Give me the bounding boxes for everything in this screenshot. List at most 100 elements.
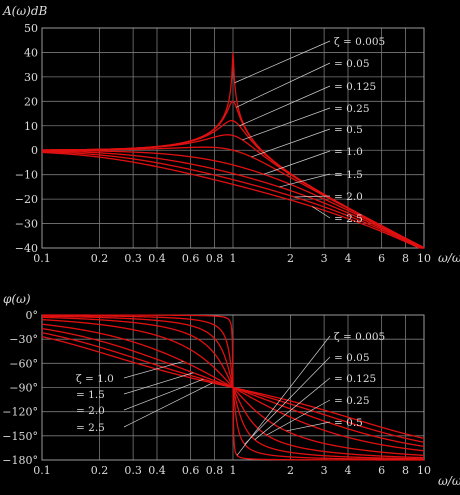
magnitude-series-label: = 0.5 — [334, 124, 363, 136]
magnitude-label-leaders — [234, 40, 331, 219]
magnitude-x-tick-label: 0.2 — [91, 252, 109, 265]
phase-label-leader — [123, 361, 184, 379]
phase-frame — [41, 314, 425, 461]
phase-x-tick-label: 0.3 — [124, 464, 142, 477]
phase-x-tick-label: 2 — [287, 464, 294, 477]
magnitude-x-tick-label: 0.1 — [33, 252, 51, 265]
magnitude-label-leader — [263, 150, 331, 175]
magnitude-x-tick-label: 8 — [402, 252, 409, 265]
magnitude-label-leader — [239, 85, 331, 127]
magnitude-y-tick-label: −10 — [15, 169, 38, 182]
magnitude-curve — [41, 146, 425, 249]
phase-series-label: = 2.5 — [76, 422, 105, 434]
phase-x-tick-label: 8 — [402, 464, 409, 477]
phase-series-label: = 0.125 — [334, 373, 376, 385]
magnitude-label-leader — [312, 206, 331, 219]
magnitude-x-tick-label: 0.6 — [182, 252, 200, 265]
magnitude-x-tick-label: 0.3 — [124, 252, 142, 265]
magnitude-series-label: = 2.5 — [334, 213, 363, 225]
magnitude-x-tick-label: 3 — [321, 252, 328, 265]
magnitude-x-tick-label: 0.4 — [148, 252, 166, 265]
magnitude-y-tick-label: 50 — [24, 22, 38, 35]
magnitude-x-tick-label: 6 — [378, 252, 385, 265]
phase-series-label: = 2.0 — [76, 405, 105, 417]
magnitude-x-tick-label: 4 — [344, 252, 351, 265]
magnitude-y-tick-label: 10 — [24, 120, 38, 133]
phase-series-label: ζ = 1.0 — [76, 373, 114, 385]
phase-x-tick-label: 3 — [321, 464, 328, 477]
phase-series-labels: ζ = 0.005 = 0.05 = 0.125 = 0.25 = 0.5 ζ = 1.0… — [76, 331, 385, 434]
magnitude-y-tick-label: 20 — [24, 95, 38, 108]
phase-label-leader — [254, 377, 331, 440]
magnitude-y-tick-label: −40 — [15, 242, 38, 255]
phase-x-tick-label: 1 — [230, 464, 237, 477]
magnitude-y-tick-label: 40 — [24, 46, 38, 59]
magnitude-x-axis-label: ω/ω0 — [438, 251, 460, 265]
phase-x-tick-label: 0.8 — [206, 464, 224, 477]
magnitude-curves — [41, 52, 425, 249]
magnitude-y-tick-label: −20 — [15, 193, 38, 206]
magnitude-series-label: = 0.25 — [334, 103, 370, 115]
phase-series-label: = 0.25 — [334, 395, 370, 407]
phase-x-tick-label: 0.1 — [33, 464, 51, 477]
magnitude-curve — [41, 150, 424, 249]
magnitude-series-label: = 0.05 — [334, 58, 370, 70]
magnitude-plot: 0.1 0.2 0.3 0.4 0.6 0.8 1 2 3 4 6 8 10 −40 −30 −20 −10 0 1… — [2, 4, 460, 265]
phase-label-leaders — [123, 335, 331, 456]
magnitude-label-leader — [294, 195, 331, 198]
magnitude-tick-labels: 0.1 0.2 0.3 0.4 0.6 0.8 1 2 3 4 6 8 10 −40 −30 −20 −10 0 1… — [15, 22, 431, 265]
magnitude-x-tick-label: 2 — [287, 252, 294, 265]
magnitude-frame — [41, 27, 425, 249]
phase-x-tick-label: 0.4 — [148, 464, 166, 477]
phase-y-tick-label: −180° — [2, 454, 38, 467]
phase-series-label: = 1.5 — [76, 389, 105, 401]
magnitude-series-labels: ζ = 0.005 = 0.05 = 0.125 = 0.25 = 0.5 = 1.0 = … — [334, 36, 385, 225]
phase-curve — [41, 335, 425, 440]
phase-y-tick-label: −60° — [9, 357, 38, 370]
phase-plot: 0.1 0.2 0.3 0.4 0.6 0.8 1 2 3 4 6 8 10 0° −30° −60° −90°… — [2, 292, 460, 488]
phase-x-tick-label: 4 — [344, 464, 351, 477]
phase-y-tick-label: −120° — [2, 406, 38, 419]
phase-label-leader — [286, 421, 331, 432]
magnitude-curve — [41, 149, 425, 249]
magnitude-label-leader — [234, 40, 331, 84]
phase-x-tick-label: 10 — [417, 464, 431, 477]
phase-curves — [41, 314, 425, 461]
magnitude-label-leader — [242, 107, 331, 141]
phase-y-tick-label: −90° — [9, 382, 38, 395]
magnitude-curve — [41, 151, 424, 249]
magnitude-series-label: ζ = 0.005 — [334, 36, 385, 48]
phase-y-axis-label: φ(ω) — [3, 292, 31, 306]
phase-label-leader — [123, 382, 213, 428]
phase-x-tick-label: 0.2 — [91, 464, 109, 477]
magnitude-x-tick-label: 1 — [230, 252, 237, 265]
magnitude-x-tick-label: 10 — [417, 252, 431, 265]
magnitude-y-tick-label: 30 — [24, 71, 38, 84]
magnitude-series-label: = 0.125 — [334, 81, 376, 93]
magnitude-label-leader — [279, 173, 331, 188]
phase-label-leader — [123, 378, 204, 411]
phase-label-leader — [266, 399, 331, 436]
phase-label-leader — [236, 335, 331, 456]
magnitude-y-tick-label: −30 — [15, 218, 38, 231]
magnitude-series-label: = 1.5 — [334, 169, 363, 181]
magnitude-label-leader — [236, 62, 331, 108]
magnitude-curve — [41, 150, 424, 249]
magnitude-y-axis-label: A(ω)dB — [2, 4, 47, 18]
phase-tick-labels: 0.1 0.2 0.3 0.4 0.6 0.8 1 2 3 4 6 8 10 0° −30° −60° −90°… — [2, 309, 431, 477]
phase-label-leader — [123, 372, 194, 395]
phase-series-label: ζ = 0.005 — [334, 331, 385, 343]
phase-x-tick-label: 6 — [378, 464, 385, 477]
phase-y-tick-label: 0° — [26, 309, 39, 322]
phase-series-label: = 0.5 — [334, 417, 363, 429]
phase-label-leader — [244, 356, 331, 445]
magnitude-y-tick-label: 0 — [31, 144, 38, 157]
phase-series-label: = 0.05 — [334, 352, 370, 364]
phase-y-tick-label: −150° — [2, 430, 38, 443]
phase-x-axis-label: ω/ω0 — [438, 474, 460, 488]
magnitude-x-tick-label: 0.8 — [206, 252, 224, 265]
magnitude-label-leader — [251, 128, 331, 158]
phase-x-tick-label: 0.6 — [182, 464, 200, 477]
magnitude-series-label: = 1.0 — [334, 146, 363, 158]
